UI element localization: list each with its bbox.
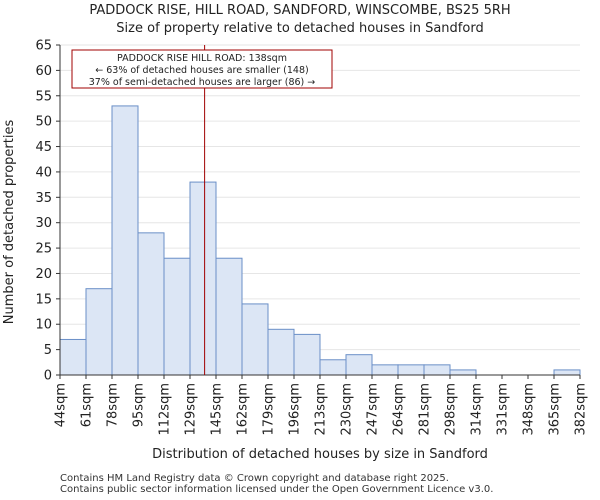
bar	[137, 232, 165, 376]
annotation-line1: PADDOCK RISE HILL ROAD: 138sqm	[117, 53, 287, 64]
x-tick-label: 179sqm	[262, 383, 277, 436]
chart-title-line1: PADDOCK RISE, HILL ROAD, SANDFORD, WINSC…	[89, 3, 511, 18]
y-tick-label: 30	[35, 216, 52, 231]
y-tick-label: 60	[35, 64, 52, 79]
y-tick-label: 35	[35, 191, 52, 206]
annotation-line2: ← 63% of detached houses are smaller (14…	[95, 65, 308, 76]
bar	[163, 257, 191, 376]
y-tick-label: 40	[35, 165, 52, 180]
x-tick-label: 145sqm	[210, 383, 225, 436]
x-tick-label: 314sqm	[470, 383, 485, 436]
bar	[241, 303, 269, 376]
x-axis-label: Distribution of detached houses by size …	[152, 447, 488, 462]
y-tick-label: 0	[44, 369, 52, 384]
x-tick-label: 298sqm	[444, 383, 459, 436]
x-tick-label: 230sqm	[340, 383, 355, 436]
bar	[59, 338, 87, 376]
footer: Contains HM Land Registry data © Crown c…	[60, 473, 493, 495]
x-tick-label: 331sqm	[496, 383, 511, 436]
chart-title: PADDOCK RISE, HILL ROAD, SANDFORD, WINSC…	[0, 2, 600, 38]
y-tick-label: 5	[44, 343, 52, 358]
x-tick-label: 78sqm	[106, 383, 121, 427]
footer-line1: Contains HM Land Registry data © Crown c…	[60, 473, 449, 484]
y-tick-label: 25	[35, 242, 52, 257]
bar	[397, 364, 425, 376]
x-tick-label: 44sqm	[54, 383, 69, 427]
x-tick-label: 281sqm	[418, 383, 433, 436]
y-tick-label: 65	[35, 39, 52, 54]
y-tick-label: 15	[35, 292, 52, 307]
footer-line2: Contains public sector information licen…	[60, 484, 494, 495]
annotation-box	[71, 49, 333, 89]
y-axis-label: Number of detached properties	[2, 120, 17, 325]
bar	[553, 369, 581, 376]
x-tick-label: 247sqm	[366, 383, 381, 436]
annotation-line3: 37% of semi-detached houses are larger (…	[89, 77, 316, 88]
x-tick-label: 61sqm	[80, 383, 95, 427]
axes-layer: 0 5 10 15 20 25 30 35 40 45 50 55 60 65 44sqm 61sqm 78sq…	[35, 39, 588, 436]
x-tick-label: 196sqm	[288, 383, 303, 436]
bar	[345, 354, 373, 376]
x-tick-label: 95sqm	[132, 383, 147, 427]
bar	[371, 364, 399, 376]
x-tick-label: 162sqm	[236, 383, 251, 436]
bar	[319, 359, 347, 376]
bar	[111, 105, 139, 376]
bar	[85, 288, 113, 376]
y-tick-label: 10	[35, 318, 52, 333]
bar	[423, 364, 451, 376]
x-tick-label: 129sqm	[184, 383, 199, 436]
x-tick-label: 264sqm	[392, 383, 407, 436]
x-tick-label: 365sqm	[548, 383, 563, 436]
bar	[215, 257, 243, 376]
x-tick-label: 213sqm	[314, 383, 329, 436]
x-tick-label: 348sqm	[522, 383, 537, 436]
chart-title-line2: Size of property relative to detached ho…	[116, 21, 484, 36]
annotation-layer: PADDOCK RISE HILL ROAD: 138sqm ← 63% of …	[71, 49, 333, 89]
y-tick-label: 45	[35, 140, 52, 155]
bars-layer	[59, 105, 581, 376]
bar	[267, 328, 295, 376]
y-tick-label: 55	[35, 89, 52, 104]
bar	[293, 333, 321, 376]
bar	[189, 181, 217, 376]
x-tick-label: 382sqm	[574, 383, 589, 436]
x-tick-label: 112sqm	[158, 383, 173, 436]
y-tick-label: 20	[35, 267, 52, 282]
y-tick-label: 50	[35, 115, 52, 130]
bar	[449, 369, 477, 376]
